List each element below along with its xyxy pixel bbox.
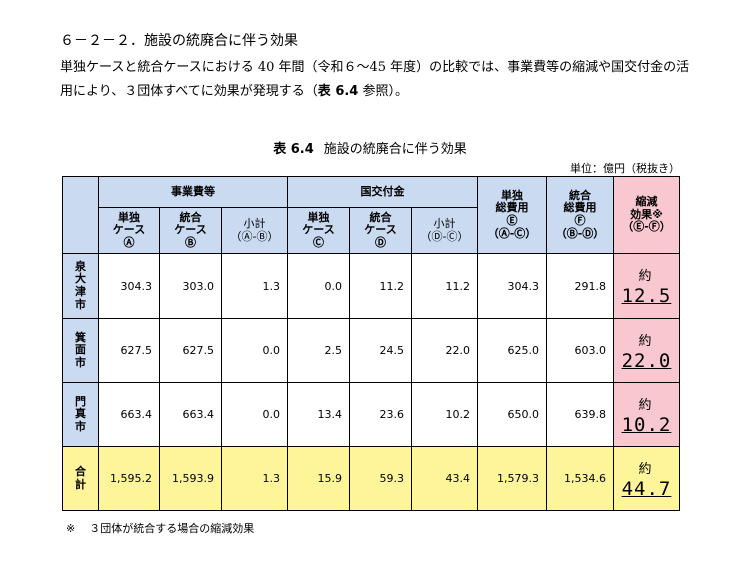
cell-f: 639.8 bbox=[546, 382, 614, 447]
cell-d: 59.3 bbox=[349, 446, 412, 511]
paragraph-text-2: 参照）。 bbox=[358, 84, 408, 99]
cell-c: 13.4 bbox=[287, 382, 350, 447]
body-paragraph: 単独ケースと統合ケースにおける 40 年間（令和６～45 年度）の比較では、事業… bbox=[60, 56, 696, 104]
row-label: 箕 面 市 bbox=[62, 318, 99, 383]
approx-label: 約 bbox=[638, 461, 652, 477]
header-col-c: 単独 ケース Ⓒ bbox=[287, 207, 350, 254]
cell-a: 663.4 bbox=[98, 382, 160, 447]
footnote: ※ ３団体が統合する場合の縮減効果 bbox=[66, 520, 254, 536]
header-jigyohi: 事業費等 bbox=[98, 176, 288, 208]
cell-ab: 1.3 bbox=[221, 253, 288, 319]
cell-b: 663.4 bbox=[159, 382, 222, 447]
header-col-ab: 小計 （Ⓐ-Ⓑ） bbox=[221, 207, 288, 254]
paragraph-text-1: 単独ケースと統合ケースにおける 40 年間（令和６～45 年度）の比較では、事業… bbox=[60, 60, 690, 99]
approx-label: 約 bbox=[638, 333, 652, 349]
cell-d: 24.5 bbox=[349, 318, 412, 383]
cell-ab: 0.0 bbox=[221, 382, 288, 447]
row-label: 門 真 市 bbox=[62, 382, 99, 447]
table-row: 門 真 市 663.4 663.4 0.0 13.4 23.6 10.2 650… bbox=[62, 382, 680, 447]
table-number: 表 6.4 bbox=[273, 142, 314, 157]
approx-label: 約 bbox=[638, 269, 652, 284]
cell-a: 304.3 bbox=[98, 253, 160, 319]
cell-ab: 0.0 bbox=[221, 318, 288, 383]
footnote-mark: ※ bbox=[66, 522, 76, 535]
cell-cd: 22.0 bbox=[411, 318, 478, 383]
effect-value: 12.5 bbox=[621, 285, 672, 307]
cell-cd: 10.2 bbox=[411, 382, 478, 447]
effect-value: 10.2 bbox=[621, 413, 672, 436]
header-merged-total: 統合 総費用 Ⓕ （Ⓑ-Ⓓ） bbox=[546, 176, 614, 254]
cell-a: 1,595.2 bbox=[98, 446, 160, 511]
table-reference: 表 6.4 bbox=[317, 84, 359, 99]
effect-value: 44.7 bbox=[621, 477, 672, 500]
cell-cd: 43.4 bbox=[411, 446, 478, 511]
header-col-d: 統合 ケース Ⓓ bbox=[349, 207, 412, 254]
header-col-b: 統合 ケース Ⓑ bbox=[159, 207, 222, 254]
cell-c: 0.0 bbox=[287, 253, 350, 319]
cell-e: 650.0 bbox=[477, 382, 547, 447]
cell-c: 2.5 bbox=[287, 318, 350, 383]
cell-d: 11.2 bbox=[349, 253, 412, 319]
section-heading: ６－２－２．施設の統廃合に伴う効果 bbox=[60, 33, 298, 49]
unit-note: 単位：億円（税抜き） bbox=[570, 162, 680, 175]
header-col-a: 単独 ケース Ⓐ bbox=[98, 207, 160, 254]
corner-header bbox=[62, 176, 99, 254]
table-caption: 表 6.4 施設の統廃合に伴う効果 bbox=[0, 138, 740, 157]
cell-f: 603.0 bbox=[546, 318, 614, 383]
cell-d: 23.6 bbox=[349, 382, 412, 447]
row-label: 合 計 bbox=[62, 446, 99, 511]
header-col-cd: 小計 （Ⓓ-Ⓒ） bbox=[411, 207, 478, 254]
cell-cd: 11.2 bbox=[411, 253, 478, 319]
cell-ab: 1.3 bbox=[221, 446, 288, 511]
effects-table: 事業費等 国交付金 単独 総費用 Ⓔ （Ⓐ-Ⓒ） 統合 総費用 Ⓕ （Ⓑ-Ⓓ） … bbox=[62, 176, 680, 511]
row-label: 泉 大 津 市 bbox=[62, 253, 99, 319]
cell-f: 1,534.6 bbox=[546, 446, 614, 511]
header-single-total: 単独 総費用 Ⓔ （Ⓐ-Ⓒ） bbox=[477, 176, 547, 254]
cell-f: 291.8 bbox=[546, 253, 614, 319]
cell-e: 1,579.3 bbox=[477, 446, 547, 511]
cell-b: 303.0 bbox=[159, 253, 222, 319]
cell-e: 625.0 bbox=[477, 318, 547, 383]
cell-a: 627.5 bbox=[98, 318, 160, 383]
header-kokkofu: 国交付金 bbox=[287, 176, 478, 208]
table-row: 泉 大 津 市 304.3 303.0 1.3 0.0 11.2 11.2 30… bbox=[62, 253, 680, 319]
header-effect: 縮減 効果※ （Ⓔ-Ⓕ） bbox=[613, 176, 680, 254]
cell-b: 627.5 bbox=[159, 318, 222, 383]
cell-effect: 約44.7 bbox=[613, 446, 680, 511]
cell-effect: 約22.0 bbox=[613, 318, 680, 383]
cell-b: 1,593.9 bbox=[159, 446, 222, 511]
table-row: 箕 面 市 627.5 627.5 0.0 2.5 24.5 22.0 625.… bbox=[62, 318, 680, 383]
cell-c: 15.9 bbox=[287, 446, 350, 511]
cell-effect: 約12.5 bbox=[613, 253, 680, 319]
total-row: 合 計 1,595.2 1,593.9 1.3 15.9 59.3 43.4 1… bbox=[62, 446, 680, 511]
approx-label: 約 bbox=[638, 397, 652, 413]
cell-effect: 約10.2 bbox=[613, 382, 680, 447]
table-title: 施設の統廃合に伴う効果 bbox=[323, 142, 467, 157]
footnote-text: ３団体が統合する場合の縮減効果 bbox=[89, 522, 255, 535]
effect-value: 22.0 bbox=[621, 349, 672, 372]
cell-e: 304.3 bbox=[477, 253, 547, 319]
